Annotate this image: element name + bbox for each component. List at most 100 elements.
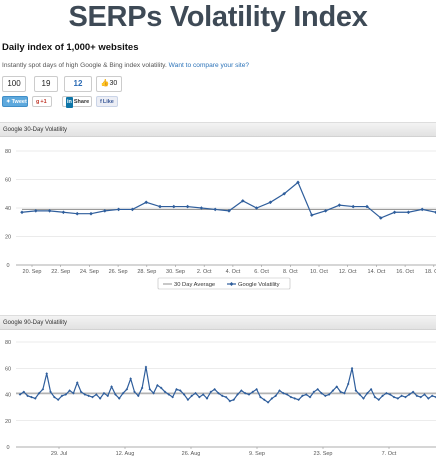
y-tick-label: 40 [5,206,11,212]
data-point [262,398,266,402]
y-tick-label: 60 [5,178,11,184]
x-tick-label: 23. Sep [314,451,333,457]
data-point [350,366,354,370]
data-point [423,393,426,396]
y-tick-label: 40 [5,393,11,399]
data-point [404,395,407,399]
page-subtitle: Daily index of 1,000+ websites [2,42,139,53]
y-tick-label: 20 [5,235,11,241]
legend-box [157,277,291,290]
data-point [45,372,49,375]
data-point [247,393,251,396]
linkedin-count: 12 [64,76,92,92]
data-point [228,399,232,403]
x-tick-label: 26. Aug [182,451,201,457]
x-tick-label: 12. Aug [116,451,135,457]
x-tick-label: 24. Sep [80,269,99,275]
data-point [241,199,245,203]
thumbs-up-icon: 👍 [100,80,110,87]
data-point [406,210,411,215]
data-point [343,391,346,395]
x-tick-label: 14. Oct [368,269,386,275]
tweet-button[interactable]: ✦Tweet [2,96,28,107]
chart-panel-30day: Google 30-Day Volatility 0 20 40 60 80 20. Se… [0,122,436,313]
data-point [33,397,37,400]
legend-volatility-label: Google Volatility [238,282,280,288]
data-point [190,394,194,398]
data-point [282,391,285,395]
y-tick-label: 0 [6,263,9,269]
y-tick-label: 80 [5,340,11,346]
data-point [236,393,239,396]
data-point [285,393,289,396]
data-point [129,377,132,381]
data-point [182,393,186,396]
linkedin-icon: in [66,97,73,108]
data-point [381,394,384,398]
x-tick-label: 10. Oct [310,269,328,275]
data-point [194,391,197,395]
x-tick-label: 26. Sep [109,269,128,275]
data-point [117,397,121,400]
x-tick-label: 28. Sep [137,269,156,275]
data-point [320,391,323,395]
legend-volatility-marker [229,282,234,286]
data-point [266,401,270,404]
y-tick-label: 0 [6,445,9,451]
volatility-chart-90day: 0 20 40 60 80 29. Jul 12. Aug 26. Aug 9. Sep 23. … [5,340,436,457]
data-point [282,191,286,196]
gplus-button[interactable]: g+1 [32,96,52,107]
data-point [178,389,182,392]
x-tick-label: 22. Sep [51,269,70,275]
x-tick-label: 12. Oct [339,269,357,275]
data-point [396,397,400,400]
data-point [175,387,178,391]
data-point [89,211,93,216]
data-point [297,398,300,402]
data-point [289,395,293,399]
data-point [259,395,262,399]
data-point [75,381,79,384]
data-point [26,394,29,398]
data-point [95,393,98,396]
data-point [186,398,190,402]
linkedin-share-button[interactable]: in Share [62,96,92,108]
data-point [106,394,110,398]
data-point [270,397,274,400]
data-point [366,391,369,395]
data-point [310,213,314,217]
data-point [415,394,419,398]
data-point [327,393,331,396]
data-point [278,389,281,392]
y-tick-label: 60 [5,366,11,372]
data-point [240,389,243,392]
data-point [114,393,117,396]
data-point [217,391,220,395]
data-point [337,203,342,207]
x-tick-label: 20. Sep [23,269,42,275]
data-point [324,394,327,398]
data-point [354,389,358,392]
data-point [388,393,392,396]
data-point [274,394,278,398]
description-text: Instantly spot days of high Google & Bin… [2,62,167,69]
data-point [110,385,113,388]
data-point [227,209,231,213]
data-point [156,384,159,387]
data-point [198,395,201,399]
y-tick-label: 20 [5,419,11,425]
data-point [232,398,236,402]
facebook-like-button[interactable]: fLike [96,96,118,107]
data-point [121,391,125,395]
data-point [68,389,71,392]
data-point [323,209,328,213]
data-point [91,395,94,399]
tweet-count: 100 [2,76,26,92]
compare-site-link[interactable]: Want to compare your site? [168,62,250,69]
x-tick-label: 18. Oct [425,269,436,275]
data-point [209,390,213,394]
data-point [213,387,216,391]
data-point [60,394,64,398]
data-point [377,398,381,402]
chart-panel-90day: Google 90-Day Volatility 0 20 40 60 80 29. Ju… [0,315,436,460]
